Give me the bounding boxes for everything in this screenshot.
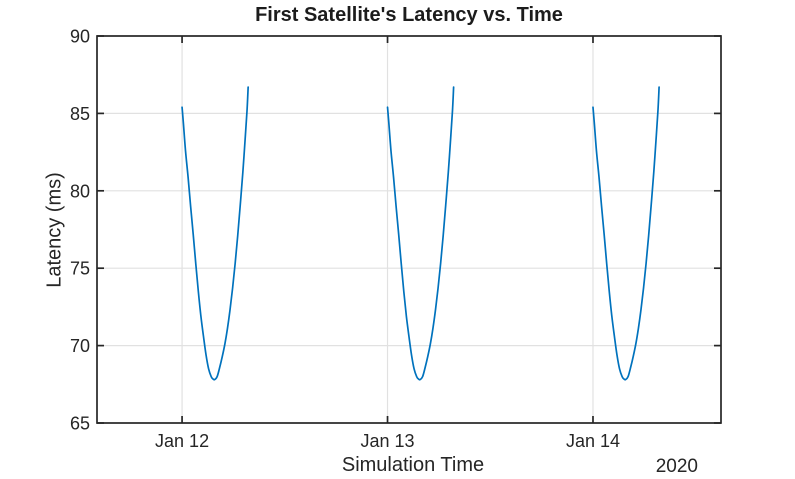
y-tick-label: 80 — [70, 181, 90, 201]
y-tick-label: 90 — [70, 27, 90, 47]
x-tick-label: Jan 14 — [566, 431, 620, 451]
latency-pass-jan-14-curve — [592, 86, 660, 381]
x-tick-label: Jan 13 — [361, 431, 415, 451]
chart-title: First Satellite's Latency vs. Time — [255, 4, 563, 26]
latency-pass-jan-13-curve — [386, 86, 455, 381]
y-tick-label: 70 — [70, 336, 90, 356]
y-tick-label: 65 — [70, 414, 90, 434]
x-axis-year-label: 2020 — [655, 456, 698, 477]
y-tick-label: 75 — [70, 259, 90, 279]
latency-pass-jan-12-curve — [181, 86, 249, 381]
y-axis-label: Latency (ms) — [43, 172, 66, 288]
y-tick-label: 85 — [70, 104, 90, 124]
x-axis-label: Simulation Time — [341, 454, 485, 476]
axis-box — [96, 35, 722, 424]
x-tick-label: Jan 12 — [155, 431, 209, 451]
